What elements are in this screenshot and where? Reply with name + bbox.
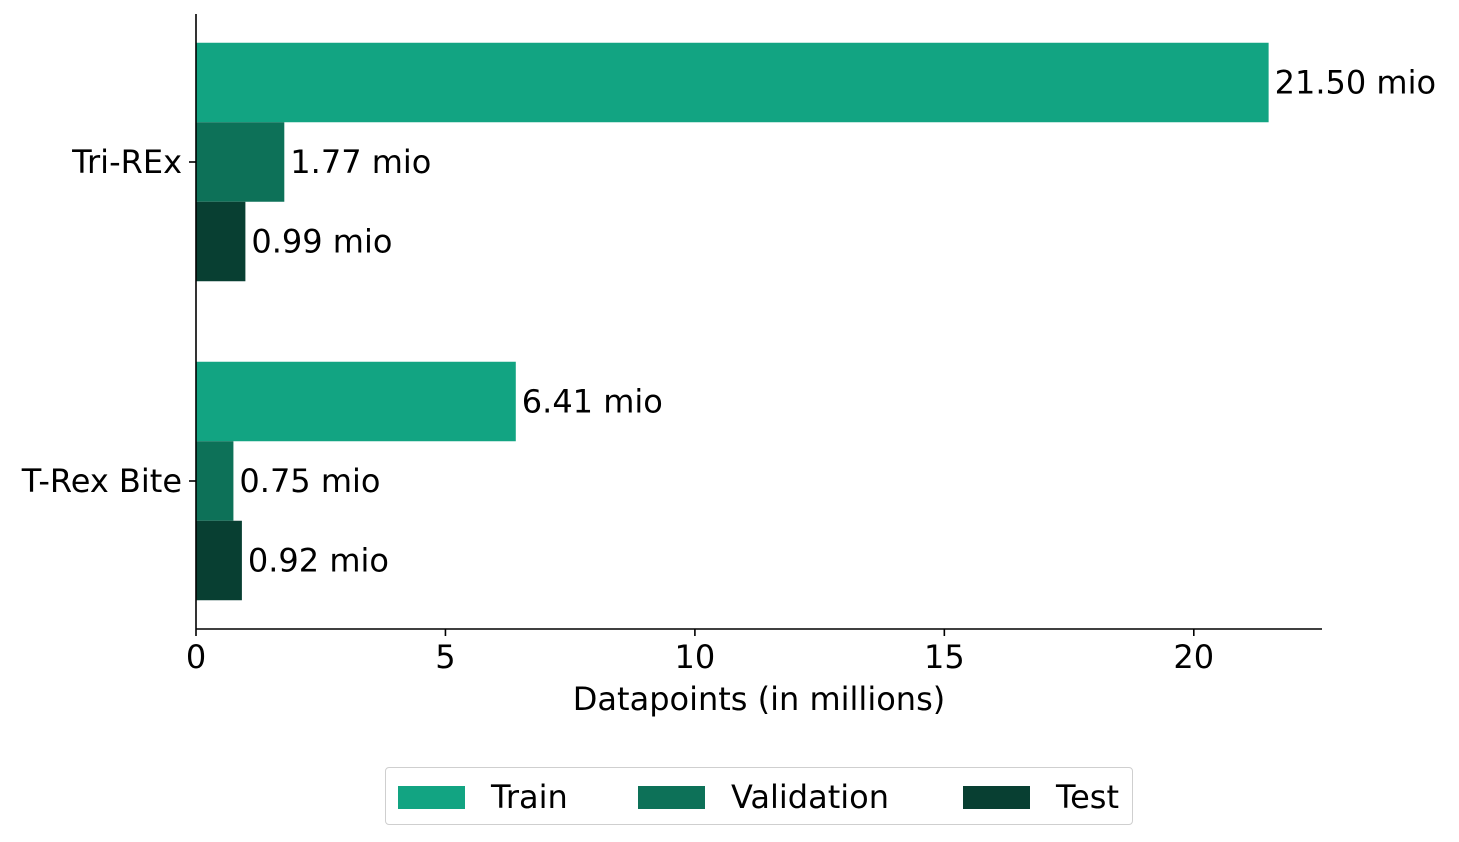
x-ticks-group: 0 5 10 15 20 — [186, 629, 1214, 676]
legend-swatch-train — [398, 785, 465, 809]
x-axis-label: Datapoints (in millions) — [573, 680, 945, 718]
bars-group — [196, 42, 1269, 601]
legend-swatch-validation — [638, 785, 705, 809]
legend: Train Validation Test — [385, 767, 1133, 825]
y-tick-label-t-rex-bite: T-Rex Bite — [21, 462, 182, 500]
legend-label-test: Test — [1056, 778, 1120, 816]
bar-t-rex-bite-validation — [196, 441, 234, 521]
bar-tri-rex-validation — [196, 122, 285, 202]
legend-label-validation: Validation — [731, 778, 890, 816]
x-tick-label: 5 — [435, 638, 455, 676]
legend-label-train: Train — [491, 778, 568, 816]
y-ticks-group: Tri-REx T-Rex Bite — [21, 143, 196, 500]
value-label-tri-rex-train: 21.50 mio — [1275, 64, 1436, 102]
x-tick-label: 0 — [186, 638, 206, 676]
bar-tri-rex-train — [196, 42, 1269, 123]
bar-t-rex-bite-train — [196, 361, 516, 442]
x-tick-label: 20 — [1173, 638, 1214, 676]
value-label-t-rex-bite-train: 6.41 mio — [522, 383, 663, 421]
value-label-tri-rex-validation: 1.77 mio — [290, 143, 431, 181]
bar-tri-rex-test — [196, 201, 246, 282]
legend-swatch-test — [963, 785, 1030, 809]
legend-item-validation: Validation — [638, 768, 889, 826]
legend-item-test: Test — [963, 768, 1119, 826]
bar-t-rex-bite-test — [196, 520, 242, 601]
x-tick-label: 15 — [924, 638, 965, 676]
value-labels-group: 21.50 mio 1.77 mio 0.99 mio 6.41 mio 0.75 mi… — [239, 64, 1436, 580]
value-label-t-rex-bite-validation: 0.75 mio — [239, 462, 380, 500]
y-tick-label-tri-rex: Tri-REx — [71, 143, 182, 181]
x-tick-label: 10 — [675, 638, 716, 676]
legend-item-train: Train — [398, 768, 568, 826]
value-label-t-rex-bite-test: 0.92 mio — [248, 542, 389, 580]
value-label-tri-rex-test: 0.99 mio — [251, 223, 392, 261]
